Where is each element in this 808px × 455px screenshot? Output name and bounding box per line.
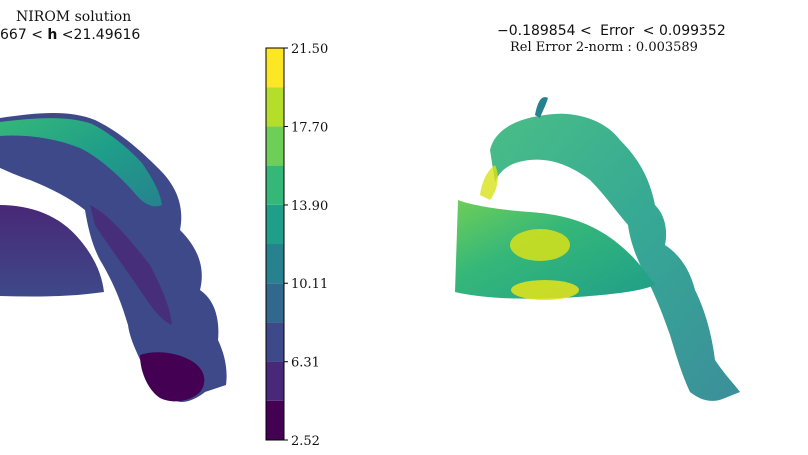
colorbar-tick-label: 17.70 <box>291 120 328 135</box>
error-label: Error <box>600 23 635 39</box>
colorbar-tick-label: 10.11 <box>291 277 328 292</box>
colorbar-band <box>266 244 284 284</box>
solution-bay-shape <box>0 205 104 297</box>
solution-map <box>0 113 227 403</box>
error-channel-shape <box>490 113 740 401</box>
error-max: 0.099352 <box>658 23 726 39</box>
right-lt-symbol-2: < <box>642 23 655 39</box>
solution-channel-high <box>0 118 162 207</box>
solution-channel-shape <box>0 113 227 403</box>
colorbar-band <box>266 361 284 401</box>
error-min: −0.189854 <box>497 23 576 39</box>
colorbar-band <box>266 126 284 166</box>
left-panel-title-line1: NIROM solution <box>16 9 132 25</box>
right-panel-title-line2: Rel Error 2-norm : 0.003589 <box>510 40 698 55</box>
left-range-max: 21.49616 <box>73 27 141 43</box>
error-hotspot-2 <box>511 280 579 300</box>
colorbar-band <box>266 204 284 244</box>
colorbar: 2.52 6.31 10.11 13.90 17.70 21.50 <box>265 42 328 449</box>
colorbar-band <box>266 165 284 205</box>
error-map <box>455 97 740 401</box>
colorbar-band <box>266 87 284 127</box>
solution-deep-area <box>140 352 205 402</box>
solution-mid-strip <box>90 205 172 325</box>
error-arch-glow <box>480 165 498 200</box>
left-variable-label: h <box>47 27 58 43</box>
error-hotspot-1 <box>510 229 570 261</box>
right-lt-symbol-1: < <box>579 23 592 39</box>
left-range-min: 667 <box>0 27 27 43</box>
colorbar-tick-label: 13.90 <box>291 199 328 214</box>
colorbar-band <box>266 283 284 323</box>
colorbar-frame <box>265 47 285 441</box>
left-lt-symbol-2: < <box>61 27 74 43</box>
left-panel-title-line2: 667 < h <21.49616 <box>0 28 140 43</box>
colorbar-band <box>266 400 284 440</box>
colorbar-tick-label: 21.50 <box>291 42 328 57</box>
right-panel-title-line1: −0.189854 < Error < 0.099352 <box>497 24 726 39</box>
colorbar-band <box>266 48 284 88</box>
colorbar-tick-label: 6.31 <box>291 356 320 371</box>
left-lt-symbol-1: < <box>31 27 43 43</box>
error-arm <box>535 97 548 118</box>
colorbar-band <box>266 322 284 362</box>
colorbar-tick-label: 2.52 <box>291 434 320 449</box>
